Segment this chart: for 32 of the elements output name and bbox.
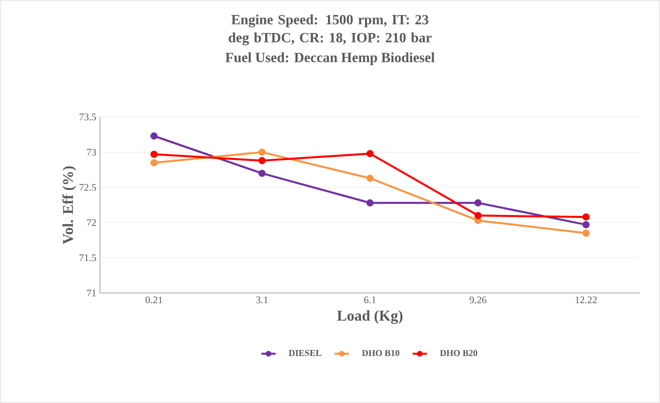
point xyxy=(474,199,482,206)
y-tick-label: 72 xyxy=(87,219,96,226)
point xyxy=(474,212,482,220)
point xyxy=(366,150,374,158)
legend-label: DHO B10 xyxy=(362,350,400,356)
chart-title: Engine Speed: 1500 rpm, IT: 23 deg bTDC, CR: 18, IOP: 210 bar xyxy=(228,14,432,46)
y-axis-title: Vol. Eff (%) xyxy=(62,166,76,244)
y-tick-label: 71 xyxy=(87,290,96,296)
point xyxy=(258,157,266,164)
y-tick-label: 73.5 xyxy=(80,114,96,120)
x-tick-label: 9.26 xyxy=(470,296,486,304)
x-axis-title: Load (Kg) xyxy=(337,310,402,324)
point xyxy=(150,150,158,158)
x-tick-label: 12.22 xyxy=(576,296,597,304)
x-tick-label: 0.21 xyxy=(146,296,162,304)
y-tick-label: 73 xyxy=(87,148,96,156)
point xyxy=(582,221,590,228)
x-tick-label: 3.1 xyxy=(256,296,268,304)
chart-subtitle: Fuel Used: Deccan Hemp Biodiesel xyxy=(225,52,435,66)
point xyxy=(582,213,590,221)
point xyxy=(258,148,266,156)
y-tick-label: 72.5 xyxy=(80,184,96,191)
x-tick-label: 6.1 xyxy=(364,296,376,304)
y-tick-label: 71.5 xyxy=(80,254,96,262)
point xyxy=(366,174,374,182)
point xyxy=(150,159,158,166)
point xyxy=(150,132,158,140)
point xyxy=(366,199,374,206)
legend-label: DIESEL xyxy=(288,350,322,356)
point xyxy=(258,170,266,177)
legend-label: DHO B20 xyxy=(440,350,478,356)
point xyxy=(582,230,590,237)
